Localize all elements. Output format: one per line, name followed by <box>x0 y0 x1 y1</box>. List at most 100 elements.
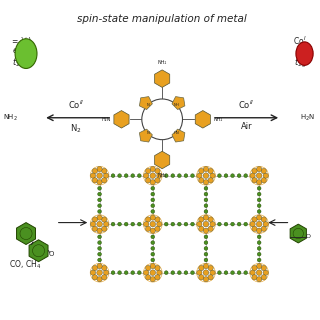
Circle shape <box>98 210 101 213</box>
Text: Co$^{II}$: Co$^{II}$ <box>68 98 84 110</box>
Circle shape <box>231 174 235 178</box>
Circle shape <box>146 265 151 271</box>
Circle shape <box>224 222 228 226</box>
Circle shape <box>208 275 213 280</box>
Circle shape <box>261 168 267 174</box>
Circle shape <box>237 271 241 275</box>
Circle shape <box>252 178 257 183</box>
Circle shape <box>111 222 115 226</box>
Circle shape <box>118 174 122 178</box>
Circle shape <box>178 271 181 275</box>
Circle shape <box>101 168 107 174</box>
Circle shape <box>97 173 102 179</box>
Circle shape <box>208 265 213 271</box>
Circle shape <box>92 265 98 271</box>
Circle shape <box>204 192 208 196</box>
Circle shape <box>155 217 160 222</box>
Text: NH: NH <box>173 103 179 107</box>
Polygon shape <box>172 97 185 109</box>
Circle shape <box>256 270 262 276</box>
Circle shape <box>204 252 208 256</box>
Circle shape <box>210 173 215 178</box>
Text: $t_{2g}$: $t_{2g}$ <box>12 56 24 69</box>
Polygon shape <box>155 70 170 87</box>
Circle shape <box>257 263 262 269</box>
Circle shape <box>151 210 155 213</box>
Circle shape <box>98 198 101 202</box>
Circle shape <box>197 173 202 178</box>
Circle shape <box>208 178 213 183</box>
Polygon shape <box>17 223 36 244</box>
Circle shape <box>218 174 221 178</box>
Circle shape <box>118 271 122 275</box>
Circle shape <box>203 276 209 282</box>
Circle shape <box>118 222 122 226</box>
Circle shape <box>250 173 255 178</box>
Circle shape <box>97 215 102 220</box>
Circle shape <box>257 241 261 244</box>
Text: N: N <box>147 103 149 107</box>
Circle shape <box>208 168 213 174</box>
Circle shape <box>199 168 204 174</box>
Circle shape <box>157 221 162 227</box>
Circle shape <box>151 187 155 190</box>
Circle shape <box>97 166 102 172</box>
Circle shape <box>171 174 175 178</box>
Circle shape <box>204 204 208 208</box>
Circle shape <box>252 217 257 222</box>
Text: CO, CH$_4$: CO, CH$_4$ <box>9 259 41 271</box>
Circle shape <box>137 174 141 178</box>
Text: Co$^I$: Co$^I$ <box>292 35 306 47</box>
Circle shape <box>150 166 156 172</box>
Circle shape <box>203 166 209 172</box>
Circle shape <box>199 265 204 271</box>
Circle shape <box>257 166 262 172</box>
Circle shape <box>204 235 208 239</box>
Circle shape <box>101 217 107 222</box>
Circle shape <box>263 221 268 227</box>
Circle shape <box>150 228 156 233</box>
Circle shape <box>164 271 168 275</box>
Circle shape <box>131 222 135 226</box>
Circle shape <box>144 270 149 275</box>
Circle shape <box>103 270 109 275</box>
Text: HN: HN <box>173 132 179 135</box>
Circle shape <box>142 99 182 140</box>
Circle shape <box>92 168 98 174</box>
Circle shape <box>98 258 101 262</box>
Circle shape <box>150 276 156 282</box>
Circle shape <box>124 222 128 226</box>
Circle shape <box>98 235 101 239</box>
Circle shape <box>263 173 268 178</box>
Circle shape <box>98 187 101 190</box>
Circle shape <box>261 265 267 271</box>
Circle shape <box>261 275 267 280</box>
Circle shape <box>257 204 261 208</box>
Circle shape <box>204 241 208 244</box>
Circle shape <box>224 174 228 178</box>
Circle shape <box>151 198 155 202</box>
Text: = ½): = ½) <box>12 36 31 45</box>
Circle shape <box>250 221 255 227</box>
Circle shape <box>151 192 155 196</box>
Circle shape <box>97 270 102 276</box>
Circle shape <box>257 187 261 190</box>
Polygon shape <box>290 224 307 243</box>
Circle shape <box>150 221 156 227</box>
Circle shape <box>257 276 262 282</box>
Text: O: O <box>49 251 54 257</box>
Circle shape <box>231 222 235 226</box>
Circle shape <box>184 174 188 178</box>
Circle shape <box>155 178 160 183</box>
Circle shape <box>101 275 107 280</box>
Circle shape <box>150 270 156 276</box>
Circle shape <box>252 168 257 174</box>
Text: N: N <box>147 132 149 135</box>
Circle shape <box>111 271 115 275</box>
Circle shape <box>144 173 149 178</box>
Text: spin-state manipulation of metal: spin-state manipulation of metal <box>77 14 247 25</box>
Circle shape <box>150 180 156 185</box>
Circle shape <box>184 271 188 275</box>
Text: $e_g$: $e_g$ <box>12 46 23 58</box>
Circle shape <box>208 217 213 222</box>
